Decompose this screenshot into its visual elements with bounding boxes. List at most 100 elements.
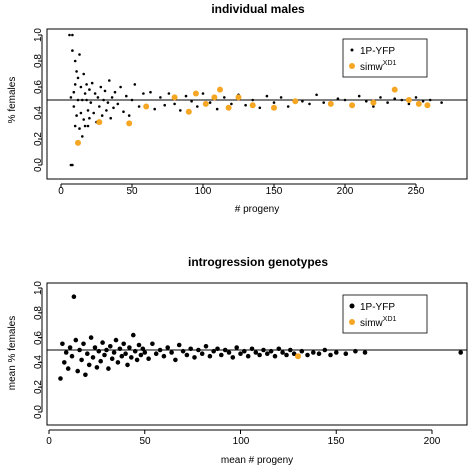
data-point-1p-yfp <box>146 356 151 362</box>
data-point-simw <box>271 104 277 111</box>
data-point-simw <box>225 104 232 111</box>
data-point-1p-yfp <box>299 348 305 354</box>
data-point-1p-yfp <box>167 92 171 95</box>
data-point-1p-yfp <box>253 350 259 355</box>
data-point-1p-yfp <box>117 346 123 352</box>
data-point-1p-yfp <box>125 362 130 368</box>
y-axis-label: mean % females <box>7 316 18 390</box>
data-point-1p-yfp <box>180 348 186 354</box>
data-point-1p-yfp <box>73 337 79 343</box>
data-point-1p-yfp <box>279 96 283 99</box>
data-point-1p-yfp <box>96 348 102 354</box>
x-tick-label: 100 <box>195 186 212 197</box>
data-point-1p-yfp <box>258 106 262 110</box>
data-point-1p-yfp <box>75 114 78 117</box>
data-point-1p-yfp <box>150 341 155 347</box>
data-point-1p-yfp <box>111 350 117 355</box>
legend-label-superscript: XD1 <box>383 60 397 67</box>
data-point-1p-yfp <box>103 89 107 93</box>
x-tick-label: 50 <box>139 436 151 447</box>
data-point-simw <box>235 94 242 101</box>
data-point-1p-yfp <box>311 350 316 355</box>
legend-label-main: simw <box>360 318 384 329</box>
data-point-1p-yfp <box>184 352 190 358</box>
data-point-1p-yfp <box>276 346 282 352</box>
data-point-1p-yfp <box>96 96 100 99</box>
data-point-1p-yfp <box>113 90 117 94</box>
data-point-1p-yfp <box>71 163 74 167</box>
data-point-1p-yfp <box>73 83 77 86</box>
data-point-1p-yfp <box>116 102 120 106</box>
data-point-1p-yfp <box>73 124 77 128</box>
data-point-1p-yfp <box>215 107 219 111</box>
data-point-1p-yfp <box>85 83 88 86</box>
data-point-1p-yfp <box>67 345 73 350</box>
data-point-1p-yfp <box>301 100 304 103</box>
data-point-1p-yfp <box>92 345 98 350</box>
x-tick-label: 100 <box>233 436 250 447</box>
data-point-simw <box>202 100 209 107</box>
data-point-simw <box>424 102 431 109</box>
data-point-1p-yfp <box>78 53 81 56</box>
data-point-1p-yfp <box>123 351 128 357</box>
data-point-1p-yfp <box>136 342 142 348</box>
data-point-1p-yfp <box>386 101 389 104</box>
data-point-1p-yfp <box>119 353 125 359</box>
data-point-1p-yfp <box>196 347 201 353</box>
y-axis-label: % females <box>7 77 18 124</box>
data-point-1p-yfp <box>265 94 269 98</box>
data-point-simw <box>327 100 334 107</box>
data-point-1p-yfp <box>132 348 138 354</box>
plot-frame <box>46 28 468 180</box>
data-point-1p-yfp <box>211 348 216 354</box>
data-marks <box>47 294 467 381</box>
x-tick-label: 200 <box>424 436 441 447</box>
data-point-1p-yfp <box>251 98 254 102</box>
data-point-1p-yfp <box>199 351 205 357</box>
data-point-1p-yfp <box>184 94 188 98</box>
legend-box <box>342 294 428 334</box>
panel-individual-males: individual males 0 50 100 150 200 250 0.… <box>7 2 468 215</box>
legend-label: 1P-YFP <box>360 46 395 57</box>
data-point-1p-yfp <box>222 347 228 353</box>
data-point-1p-yfp <box>196 105 199 108</box>
legend-box <box>342 38 428 78</box>
data-point-1p-yfp <box>115 360 121 365</box>
data-point-1p-yfp <box>76 98 80 102</box>
x-axis-label: # progeny <box>235 204 279 215</box>
data-point-1p-yfp <box>372 105 375 108</box>
data-point-1p-yfp <box>165 345 170 350</box>
data-point-1p-yfp <box>134 357 140 363</box>
data-point-1p-yfp <box>130 98 134 102</box>
data-point-1p-yfp <box>305 352 310 358</box>
x-tick-label: 0 <box>46 436 52 447</box>
x-tick-label: 50 <box>126 186 138 197</box>
data-point-1p-yfp <box>308 102 311 106</box>
legend-label-main: simw <box>360 62 384 73</box>
data-point-1p-yfp <box>173 102 176 106</box>
data-point-1p-yfp <box>98 105 101 108</box>
data-point-1p-yfp <box>65 366 71 371</box>
data-point-1p-yfp <box>125 94 128 98</box>
data-point-1p-yfp <box>230 355 236 360</box>
data-point-1p-yfp <box>108 79 111 82</box>
legend-label: 1P-YFP <box>360 302 395 313</box>
chart-title: introgression genotypes <box>188 255 328 269</box>
data-point-1p-yfp <box>272 101 276 104</box>
data-point-1p-yfp <box>89 101 93 104</box>
data-point-1p-yfp <box>142 350 148 355</box>
data-point-1p-yfp <box>79 111 83 115</box>
data-point-1p-yfp <box>88 116 91 120</box>
data-point-1p-yfp <box>133 83 137 86</box>
x-axis-label: mean # progeny <box>221 455 293 466</box>
data-point-simw <box>126 120 133 127</box>
data-point-1p-yfp <box>119 85 122 89</box>
data-point-1p-yfp <box>428 98 432 102</box>
data-point-1p-yfp <box>291 351 297 357</box>
data-point-simw <box>171 94 178 101</box>
data-point-1p-yfp <box>245 353 251 359</box>
data-point-1p-yfp <box>69 353 75 359</box>
data-point-1p-yfp <box>153 351 159 357</box>
data-point-simw <box>96 119 103 126</box>
